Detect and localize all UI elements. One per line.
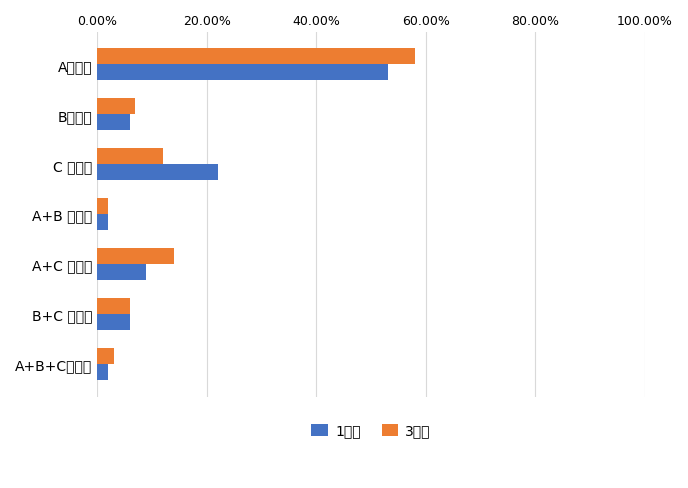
Bar bbox=[97, 99, 136, 115]
Bar bbox=[97, 364, 108, 380]
Bar bbox=[97, 299, 130, 314]
Bar bbox=[97, 165, 217, 181]
Bar bbox=[97, 264, 147, 281]
Bar bbox=[97, 65, 387, 81]
Bar bbox=[97, 314, 130, 330]
Bar bbox=[97, 115, 130, 131]
Bar bbox=[97, 215, 108, 231]
Bar bbox=[97, 49, 415, 65]
Bar bbox=[97, 199, 108, 215]
Legend: 1週目, 3週目: 1週目, 3週目 bbox=[306, 418, 436, 443]
Bar bbox=[97, 348, 114, 364]
Bar bbox=[97, 149, 163, 165]
Bar bbox=[97, 249, 174, 264]
